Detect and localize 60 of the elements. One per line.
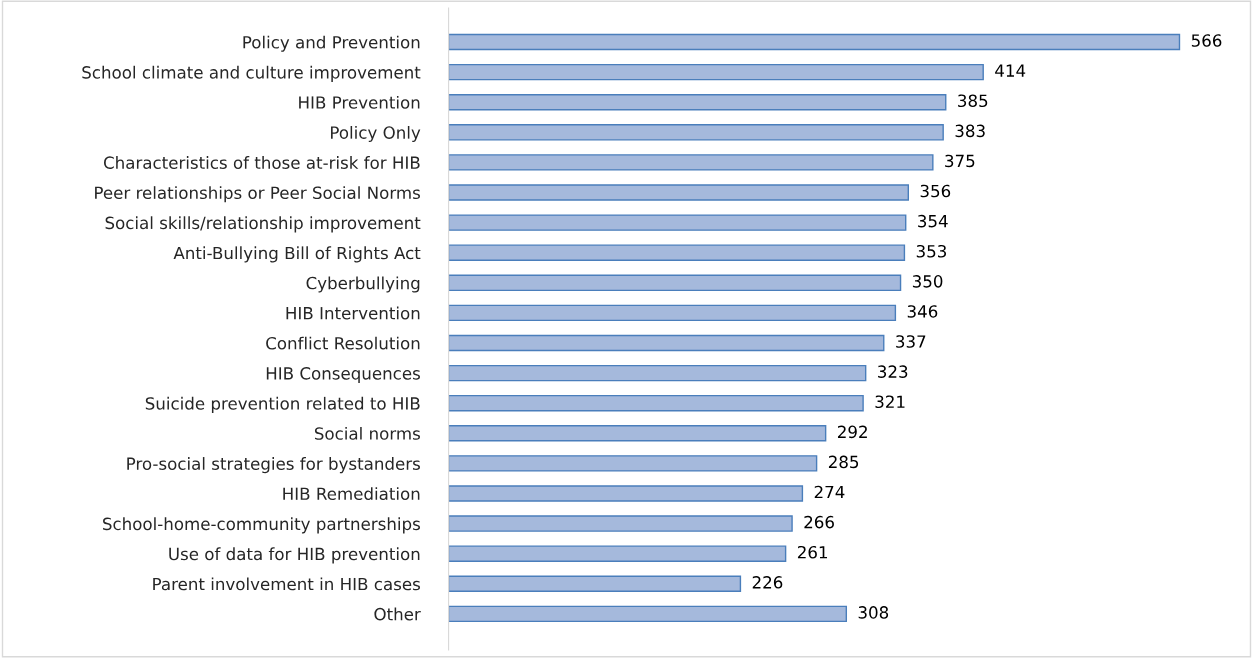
y-tick-label: Social norms [314,426,420,440]
bar [448,485,804,502]
y-tick-label: School climate and culture improvement [82,65,421,82]
y-tick-label: Cyberbullying [306,276,420,293]
data-label: 385 [958,94,988,108]
bar [448,425,827,442]
y-tick-label: Policy and Prevention [243,35,420,52]
data-label: 261 [797,545,828,559]
bar [448,515,793,532]
data-label: 266 [804,515,834,529]
data-label: 383 [955,124,985,138]
y-tick-label: Social skills/relationship improvement [105,216,421,233]
y-tick-label: School-home-community partnerships [103,517,420,534]
data-label: 414 [995,64,1026,77]
bar [448,394,864,412]
bar [448,364,867,382]
bar [448,605,848,623]
data-label: 337 [896,335,926,348]
y-tick-label: HIB Intervention [286,306,420,320]
y-tick-label: HIB Consequences [266,367,420,383]
y-tick-label: Anti-Bullying Bill of Rights Act [173,246,421,263]
y-tick-label: Policy Only [331,125,421,143]
data-label: 375 [945,154,975,168]
bar [448,124,944,141]
bar [448,63,984,81]
y-tick-label: Peer relationships or Peer Social Norms [95,186,420,203]
y-tick-label: Pro-social strategies for bystanders [127,457,420,474]
data-label: 346 [907,305,938,318]
bar [448,455,818,472]
bar [448,545,787,562]
y-tick-label: HIB Prevention [299,95,420,109]
data-label: 292 [837,425,867,439]
bar [448,575,742,593]
bar [448,244,906,261]
data-label: 226 [752,576,783,589]
y-tick-label: Conflict Resolution [266,336,420,350]
bar [448,154,934,171]
data-label: 321 [875,395,905,409]
data-label: 274 [814,485,845,499]
bar [448,304,897,322]
data-label: 356 [920,184,951,198]
y-tick-label: Characteristics of those at-risk for HIB [103,156,420,169]
y-tick-label: HIB Remediation [283,487,420,501]
bar [448,93,947,111]
data-label: 285 [828,455,859,469]
y-tick-label: Use of data for HIB prevention [169,547,420,564]
data-label: 566 [1191,34,1222,47]
bar [448,214,907,231]
bar [448,184,909,201]
bar [448,274,902,292]
data-label: 323 [878,365,908,378]
data-label: 308 [858,606,889,619]
data-label: 353 [916,244,947,258]
y-tick-label: Other [374,607,421,621]
bar [448,334,885,352]
data-label: 354 [918,214,948,228]
bar [448,33,1181,51]
data-label: 350 [912,275,943,288]
y-tick-label: Suicide prevention related to HIB [145,396,420,413]
y-tick-label: Parent involvement in HIB cases [153,577,420,591]
